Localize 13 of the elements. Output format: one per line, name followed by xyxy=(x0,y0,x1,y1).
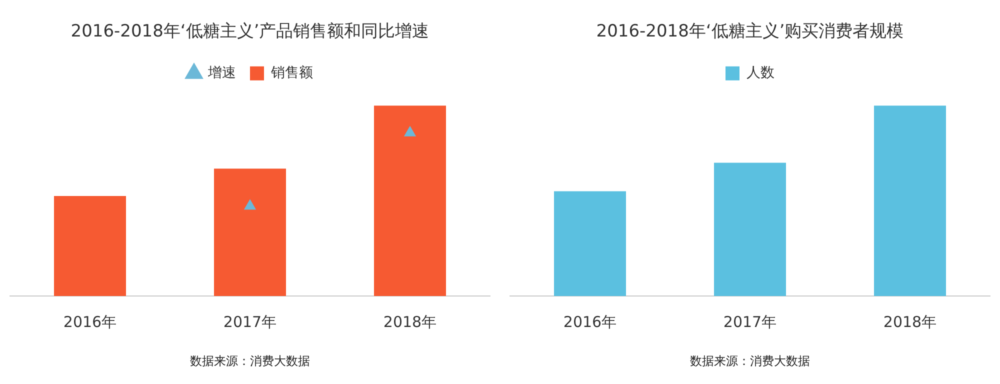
x-tick-label: 2017年 xyxy=(223,312,277,331)
x-tick-label: 2016年 xyxy=(563,312,617,331)
x-tick-label: 2018年 xyxy=(883,312,937,331)
legend-label: 销售额 xyxy=(270,65,313,82)
legend-label: 增速 xyxy=(207,65,236,82)
x-tick-label: 2016年 xyxy=(63,312,117,331)
x-tick-label: 2018年 xyxy=(383,312,437,331)
source-note: 数据来源：消费大数据 xyxy=(190,354,310,368)
chart-title: 2016-2018年‘低糖主义’购买消费者规模 xyxy=(596,22,904,42)
legend-label: 人数 xyxy=(746,65,774,82)
source-note: 数据来源：消费大数据 xyxy=(690,354,810,368)
chart-title: 2016-2018年‘低糖主义’产品销售额和同比增速 xyxy=(70,22,430,42)
x-tick-label: 2017年 xyxy=(723,312,777,331)
